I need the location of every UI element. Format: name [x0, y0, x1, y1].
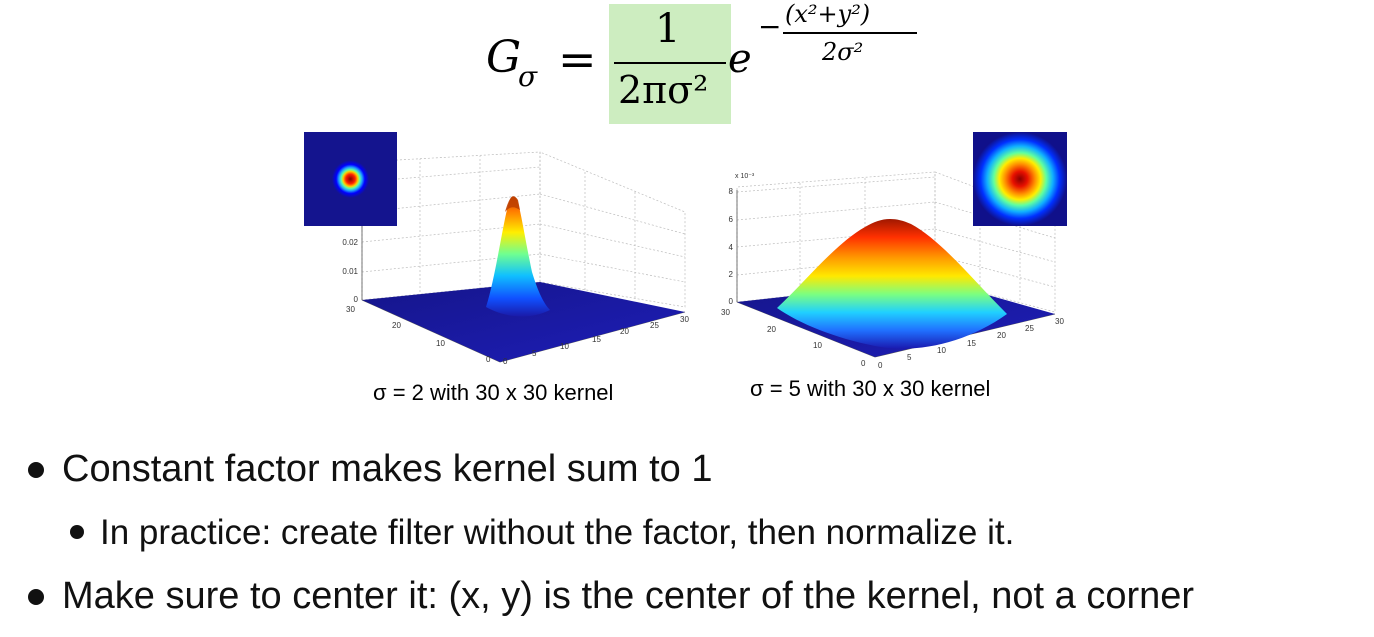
plot2-x-tick: 20: [997, 331, 1006, 340]
plot1-x-tick: 20: [620, 327, 629, 336]
plot1-caption: σ = 2 with 30 x 30 kernel: [373, 380, 614, 405]
plot2-z-tick: 0: [729, 297, 734, 306]
formula-numerator: 1: [655, 6, 681, 52]
plot2-caption: σ = 5 with 30 x 30 kernel: [750, 376, 991, 401]
bullet-dot: [28, 462, 44, 478]
plot1-y-tick: 10: [436, 339, 445, 348]
plot2-surface-dome: [777, 218, 1007, 349]
formula-exponent-fraction-bar: [783, 32, 917, 34]
formula-exponential-base: e: [728, 36, 752, 82]
gaussian-formula: G σ = 1 2πσ² e − (x²+y²) 2σ²: [0, 0, 1374, 130]
plot1-x-tick: 10: [560, 342, 569, 351]
bullet-item: Make sure to center it: (x, y) is the ce…: [62, 575, 1195, 617]
plot1-y-tick: 30: [346, 305, 355, 314]
plot2-z-tick: 8: [729, 187, 734, 196]
normalization-factor-highlight: [609, 4, 731, 124]
plot1-x-tick: 15: [592, 335, 601, 344]
plot2-y-tick: 0: [861, 359, 866, 368]
formula-exponent-numerator: (x²+y²): [785, 0, 871, 28]
formula-exponent-minus: −: [758, 10, 782, 43]
plot1-x-tick: 25: [650, 321, 659, 330]
formula-exponent-denominator: 2σ²: [822, 38, 864, 66]
plot2-x-tick: 30: [1055, 317, 1064, 326]
plot1-z-tick: 0: [354, 295, 359, 304]
plot1-surface-floor: [362, 282, 685, 362]
plot1-surface-peak: [486, 196, 550, 317]
plot2-z-tick: 2: [729, 270, 734, 279]
plot2-kernel-heatmap-inset: [973, 132, 1067, 226]
plot1-z-tick: 0.02: [342, 238, 358, 247]
plot1-y-tick: 0: [486, 355, 491, 364]
plot1-y-tick: 20: [392, 321, 401, 330]
plot1-kernel-heatmap-inset: [304, 132, 397, 226]
bullet-item: Constant factor makes kernel sum to 1: [62, 448, 713, 490]
plot2-x-tick: 10: [937, 346, 946, 355]
plot1-x-tick: 30: [680, 315, 689, 324]
plot1-x-tick: 5: [532, 349, 537, 358]
plot2-x-tick: 0: [878, 361, 883, 370]
plot1-x-tick: 0: [503, 357, 508, 366]
bullet-dot: [70, 525, 84, 539]
formula-lhs: G: [486, 32, 522, 83]
plot2-z-scale-label: x 10⁻³: [735, 173, 755, 180]
plot2-x-tick: 15: [967, 339, 976, 348]
plot2-z-tick: 6: [729, 215, 734, 224]
plot2-x-tick: 25: [1025, 324, 1034, 333]
plot2-y-tick: 30: [721, 308, 730, 317]
plot2-z-tick: 4: [729, 243, 734, 252]
formula-equals: =: [558, 32, 597, 86]
plot1-z-tick: 0.01: [342, 267, 358, 276]
gaussian-surface-plot-sigma-2: 0.02 0.01 0 30 20 10 0 0 5 10 15 20 25 3…: [304, 132, 689, 366]
gaussian-surface-plot-sigma-5: x 10⁻³ 8 6 4 2 0 30 20 10 0 0 5 10 15 20…: [721, 132, 1067, 370]
plot2-y-tick: 20: [767, 325, 776, 334]
plot2-y-tick: 10: [813, 341, 822, 350]
bullet-dot: [28, 589, 44, 605]
plot2-x-tick: 5: [907, 353, 912, 362]
formula-fraction-bar: [614, 62, 726, 64]
sub-bullet-item: In practice: create filter without the f…: [100, 513, 1015, 552]
formula-lhs-subscript: σ: [518, 60, 538, 93]
formula-denominator: 2πσ²: [618, 68, 709, 112]
